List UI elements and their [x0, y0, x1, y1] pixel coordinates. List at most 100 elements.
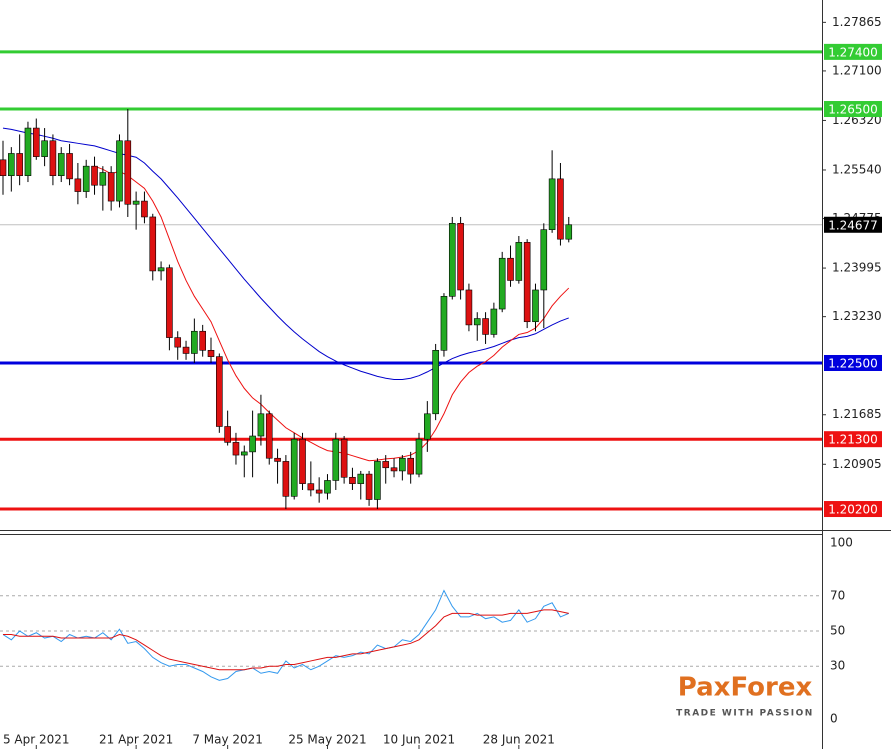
candle-body	[274, 457, 281, 462]
candle-body	[507, 257, 514, 281]
candle-body	[149, 216, 157, 272]
last-price-label: 1.24677	[828, 218, 878, 232]
y-tick-label: 1.20905	[832, 457, 882, 471]
candle-body	[99, 172, 107, 186]
candle-body	[515, 242, 523, 281]
candle-body	[498, 257, 506, 310]
y-tick-label: 50	[830, 623, 845, 637]
x-tick-label: 21 Apr 2021	[99, 733, 173, 747]
candle-body	[32, 127, 40, 157]
candle-body	[557, 178, 564, 240]
x-tick-label: 5 Apr 2021	[3, 733, 70, 747]
candle-body	[82, 165, 90, 192]
y-tick-label: 1.25540	[832, 162, 882, 176]
candle-body	[124, 140, 132, 205]
x-tick-label: 10 Jun 2021	[383, 733, 455, 747]
candle-body	[249, 435, 256, 453]
candle-body	[473, 318, 481, 326]
candle-body	[448, 223, 456, 297]
y-tick-label: 0	[830, 712, 838, 726]
candle-body	[166, 267, 173, 338]
candle-body	[216, 356, 223, 427]
y-tick-label: 1.21685	[832, 407, 882, 421]
candle-body	[91, 165, 98, 186]
candle-body	[282, 461, 290, 497]
candle-body	[240, 451, 248, 456]
y-tick-label: 1.23995	[832, 261, 882, 275]
y-tick-label: 1.27100	[832, 63, 882, 77]
level-label-box	[824, 501, 882, 518]
candle-body	[8, 153, 15, 176]
candle-body	[265, 413, 273, 459]
level-label-box	[824, 354, 882, 371]
candle-body	[357, 473, 365, 484]
candle-body	[207, 349, 215, 357]
moving-average	[2, 127, 569, 380]
logo: PaxForex TRADE WITH PASSION	[676, 673, 814, 719]
candle-body	[307, 483, 315, 491]
level-label: 1.26500	[828, 103, 878, 117]
x-tick-label: 28 Jun 2021	[483, 733, 555, 747]
candle-body	[407, 457, 414, 475]
candle-body	[74, 178, 82, 192]
candle-body	[440, 296, 448, 351]
x-tick-label: 25 May 2021	[288, 733, 366, 747]
candle-body	[332, 438, 340, 481]
candle-body	[399, 457, 406, 472]
candle-body	[16, 153, 23, 176]
candle-body	[141, 200, 148, 218]
y-tick-label: 30	[830, 659, 845, 673]
candle-body	[224, 426, 231, 443]
y-tick-label: 1.23230	[832, 309, 882, 323]
candle-body	[565, 224, 573, 240]
candle-body	[57, 153, 65, 176]
candle-body	[290, 438, 298, 497]
candle-body	[349, 476, 356, 484]
candle-body	[232, 442, 240, 456]
candle-body	[457, 223, 464, 291]
candle-body	[365, 473, 373, 500]
candle-body	[532, 289, 539, 323]
candle-body	[199, 330, 206, 351]
candle-body	[174, 337, 182, 348]
candle-body	[482, 318, 489, 335]
level-label-box	[824, 43, 882, 60]
moving-average	[94, 165, 570, 462]
candle-body	[299, 438, 306, 484]
x-tick-label: 7 May 2021	[192, 733, 263, 747]
candle-body	[324, 480, 331, 494]
candle-body	[49, 140, 57, 176]
candle-body	[432, 349, 439, 415]
candle-body	[382, 461, 390, 469]
candle-body	[132, 200, 140, 205]
candle-body	[523, 242, 531, 323]
candle-body	[540, 229, 548, 291]
candle-body	[24, 127, 32, 176]
candle-body	[257, 413, 265, 437]
level-label: 1.22500	[828, 356, 878, 370]
candle-body	[66, 153, 73, 180]
candle-body	[107, 172, 115, 202]
level-label: 1.20200	[828, 503, 878, 517]
candle-body	[465, 289, 473, 326]
candle-body	[490, 308, 498, 335]
logo-tagline: TRADE WITH PASSION	[676, 709, 814, 719]
candle-body	[340, 438, 348, 478]
logo-name: PaxForex	[678, 673, 813, 703]
candle-body	[374, 461, 381, 500]
y-tick-label: 1.27865	[832, 15, 882, 29]
candle-body	[548, 178, 556, 230]
candle-body	[0, 159, 7, 176]
candle-body	[157, 267, 165, 272]
level-label-box	[824, 101, 882, 118]
candle-body	[41, 140, 48, 157]
y-tick-label: 70	[830, 588, 845, 602]
candle-body	[424, 413, 431, 440]
level-label-box	[824, 431, 882, 448]
last-price-box	[824, 216, 882, 233]
candle-body	[182, 346, 190, 354]
candle-body	[191, 330, 198, 354]
candle-body	[116, 140, 123, 202]
